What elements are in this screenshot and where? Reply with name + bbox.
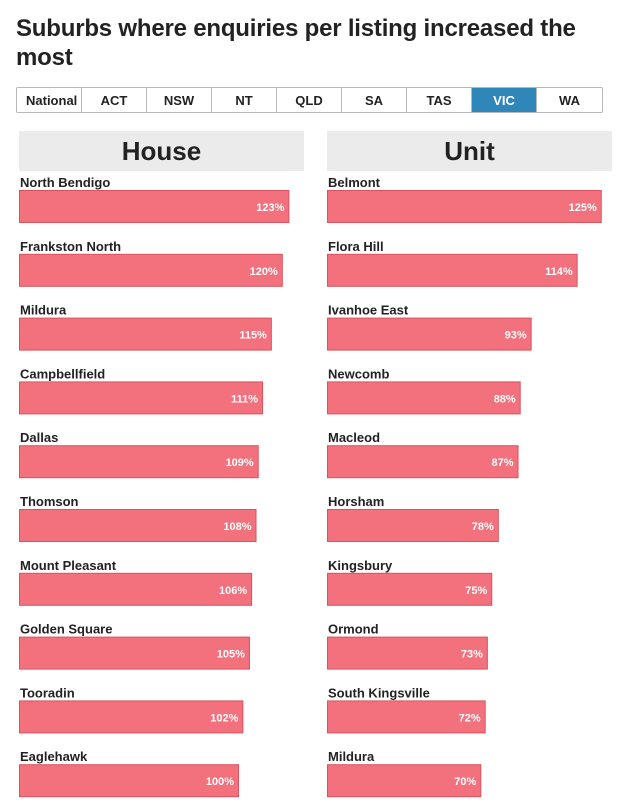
category-label: Golden Square <box>20 622 112 637</box>
value-label: 125% <box>569 202 597 214</box>
value-label: 102% <box>210 712 238 724</box>
bar <box>19 190 290 223</box>
category-label: Tooradin <box>20 685 75 700</box>
category-label: Flora Hill <box>328 239 384 254</box>
value-label: 93% <box>505 330 527 342</box>
tab-nsw[interactable]: NSW <box>147 88 212 112</box>
category-label: Frankston North <box>20 239 121 254</box>
tab-nt[interactable]: NT <box>212 88 277 112</box>
category-label: Eaglehawk <box>20 749 88 764</box>
bar <box>19 764 239 798</box>
unit-bar-chart: Belmont 125% Flora Hill 114% Ivanhoe East 93%… <box>327 175 602 798</box>
bar <box>327 253 578 287</box>
category-label: South Kingsville <box>328 685 430 700</box>
value-label: 115% <box>239 330 267 342</box>
bar <box>327 636 488 670</box>
value-label: 120% <box>250 266 278 278</box>
bar <box>327 381 521 415</box>
bar <box>19 700 244 734</box>
value-label: 105% <box>217 649 245 661</box>
category-label: Horsham <box>328 494 384 509</box>
bar <box>327 764 482 798</box>
bar <box>19 445 259 479</box>
state-tabs: National ACT NSW NT QLD SA TAS VIC WA <box>16 87 603 113</box>
value-label: 100% <box>206 776 234 788</box>
category-label: Campbellfield <box>20 366 105 381</box>
bar <box>19 572 253 606</box>
bar <box>327 190 602 223</box>
tab-sa[interactable]: SA <box>342 88 407 112</box>
house-panel: House North Bendigo 123% Frankston North 12… <box>19 131 304 798</box>
house-header: House <box>19 131 304 171</box>
category-label: Belmont <box>328 175 381 190</box>
value-label: 73% <box>461 649 483 661</box>
category-label: Macleod <box>328 430 380 445</box>
category-label: Ormond <box>328 622 379 637</box>
unit-panel: Unit Belmont 125% Flora Hill 114% Ivanhoe Ea… <box>327 131 612 798</box>
value-label: 109% <box>226 457 254 469</box>
value-label: 106% <box>219 585 247 597</box>
category-label: North Bendigo <box>20 175 110 190</box>
category-label: Mount Pleasant <box>20 558 117 573</box>
bar <box>19 253 283 287</box>
value-label: 88% <box>494 393 516 405</box>
value-label: 123% <box>256 202 284 214</box>
bar <box>327 445 519 479</box>
page-title: Suburbs where enquiries per listing incr… <box>16 15 576 71</box>
value-label: 108% <box>223 521 251 533</box>
value-label: 70% <box>454 776 476 788</box>
bar <box>19 509 257 542</box>
category-label: Thomson <box>20 494 79 509</box>
bar <box>327 700 486 734</box>
category-label: Kingsbury <box>328 558 393 573</box>
tab-act[interactable]: ACT <box>82 88 147 112</box>
tab-qld[interactable]: QLD <box>277 88 342 112</box>
bar <box>327 317 532 351</box>
value-label: 114% <box>545 266 573 278</box>
bar <box>19 636 250 670</box>
tab-wa[interactable]: WA <box>559 92 580 108</box>
bar <box>19 381 264 415</box>
bar <box>327 572 493 606</box>
category-label: Mildura <box>20 303 67 318</box>
category-label: Mildura <box>328 749 375 764</box>
house-bar-chart: North Bendigo 123% Frankston North 120% Mild… <box>19 175 290 798</box>
value-label: 75% <box>465 585 487 597</box>
bar <box>19 317 272 351</box>
bar <box>327 509 499 542</box>
category-label: Newcomb <box>328 366 389 381</box>
category-label: Dallas <box>20 430 58 445</box>
value-label: 111% <box>231 393 258 405</box>
tab-tas[interactable]: TAS <box>407 88 472 112</box>
value-label: 87% <box>491 457 513 469</box>
unit-header: Unit <box>327 131 612 171</box>
tab-vic[interactable]: VIC <box>472 88 537 112</box>
tab-national[interactable]: National <box>17 88 82 112</box>
value-label: 72% <box>459 712 481 724</box>
value-label: 78% <box>472 521 494 533</box>
category-label: Ivanhoe East <box>328 303 409 318</box>
